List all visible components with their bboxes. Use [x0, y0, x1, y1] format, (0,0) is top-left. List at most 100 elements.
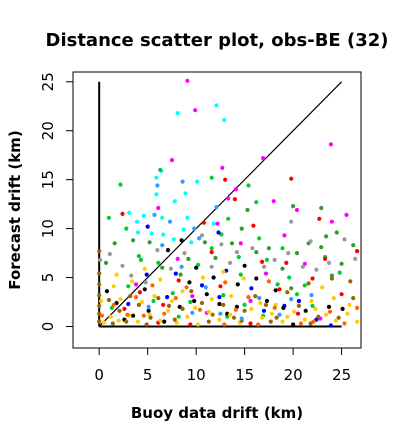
scatter-point — [331, 296, 336, 301]
scatter-point — [174, 320, 179, 325]
scatter-point — [355, 319, 360, 324]
scatter-point — [211, 221, 216, 226]
scatter-point — [223, 280, 228, 285]
scatter-point — [294, 251, 300, 256]
scatter-point — [339, 292, 344, 297]
scatter-point — [146, 304, 151, 309]
scatter-point — [162, 311, 167, 316]
scatter-point — [328, 142, 333, 147]
scatter-point — [294, 292, 300, 297]
scatter-point — [273, 288, 278, 293]
scatter-point — [242, 308, 247, 313]
scatter-point — [203, 285, 208, 290]
scatter-point — [298, 321, 303, 326]
x-tick-label: 10 — [187, 366, 206, 384]
scatter-point — [286, 251, 291, 256]
scatter-point — [258, 300, 263, 306]
scatter-point — [271, 199, 276, 204]
scatter-point — [106, 215, 111, 220]
scatter-point — [209, 250, 214, 255]
scatter-point — [249, 306, 254, 311]
scatter-point — [114, 272, 119, 277]
scatter-point — [285, 314, 290, 319]
scatter-point — [209, 175, 214, 180]
y-tick-label: 0 — [39, 322, 57, 332]
scatter-point — [204, 292, 209, 297]
scatter-point — [199, 233, 205, 238]
x-tick-label: 5 — [143, 366, 153, 384]
scatter-point — [214, 205, 219, 210]
scatter-point — [144, 272, 149, 277]
scatter-point — [199, 283, 205, 288]
scatter-point — [308, 239, 313, 244]
scatter-point — [309, 298, 314, 304]
scatter-point — [120, 211, 125, 216]
x-axis-label: Buoy data drift (km) — [131, 404, 303, 422]
scatter-point — [97, 249, 102, 254]
scatter-point — [97, 319, 102, 324]
scatter-point — [180, 306, 185, 311]
scatter-point — [231, 315, 237, 320]
scatter-point — [221, 302, 226, 307]
scatter-point — [239, 316, 244, 321]
x-tick-label: 0 — [94, 366, 104, 384]
scatter-point — [221, 269, 226, 274]
scatter-point — [238, 241, 243, 246]
scatter-point — [213, 255, 218, 261]
y-tick-label: 25 — [39, 72, 57, 91]
scatter-point — [168, 266, 173, 271]
scatter-point — [117, 308, 122, 313]
scatter-point — [166, 303, 172, 308]
scatter-point — [154, 192, 159, 197]
scatter-point — [173, 296, 178, 301]
scatter-point — [217, 301, 222, 307]
scatter-point — [137, 290, 142, 295]
scatter-point — [98, 257, 103, 262]
scatter-point — [206, 309, 211, 314]
scatter-point — [122, 306, 127, 311]
scatter-point — [351, 243, 356, 248]
scatter-point — [101, 320, 107, 325]
scatter-point — [319, 245, 324, 250]
scatter-point — [218, 311, 223, 316]
data-points — [97, 78, 360, 328]
scatter-point — [185, 78, 190, 83]
scatter-point — [103, 260, 109, 265]
scatter-point — [234, 250, 239, 255]
scatter-point — [160, 215, 165, 220]
scatter-point — [355, 249, 360, 254]
scatter-point — [284, 260, 289, 265]
scatter-point — [280, 319, 285, 324]
scatter-point — [128, 294, 133, 299]
scatter-point — [136, 302, 141, 307]
scatter-point — [195, 179, 200, 184]
scatter-point — [170, 291, 175, 296]
scatter-point — [209, 246, 214, 251]
scatter-point — [120, 263, 125, 268]
reference-lines — [98, 81, 343, 328]
scatter-point — [141, 213, 146, 218]
scatter-point — [172, 199, 177, 204]
scatter-point — [310, 303, 315, 308]
scatter-point — [295, 311, 301, 316]
scatter-point — [193, 108, 198, 113]
scatter-point — [302, 261, 307, 266]
scatter-point — [296, 298, 301, 304]
scatter-point — [181, 227, 186, 232]
scatter-point — [143, 280, 148, 285]
scatter-point — [281, 305, 286, 310]
scatter-point — [110, 321, 115, 326]
scatter-point — [131, 238, 136, 243]
scatter-point — [111, 284, 116, 289]
scatter-point — [233, 187, 238, 192]
scatter-point — [289, 176, 294, 181]
scatter-point — [158, 277, 163, 282]
scatter-point — [175, 111, 180, 116]
scatter-point — [142, 266, 147, 271]
scatter-point — [97, 293, 102, 298]
scatter-point — [242, 263, 247, 268]
scatter-point — [317, 216, 322, 221]
scatter-point — [222, 117, 227, 123]
scatter-point — [347, 302, 352, 307]
scatter-point — [329, 219, 334, 224]
